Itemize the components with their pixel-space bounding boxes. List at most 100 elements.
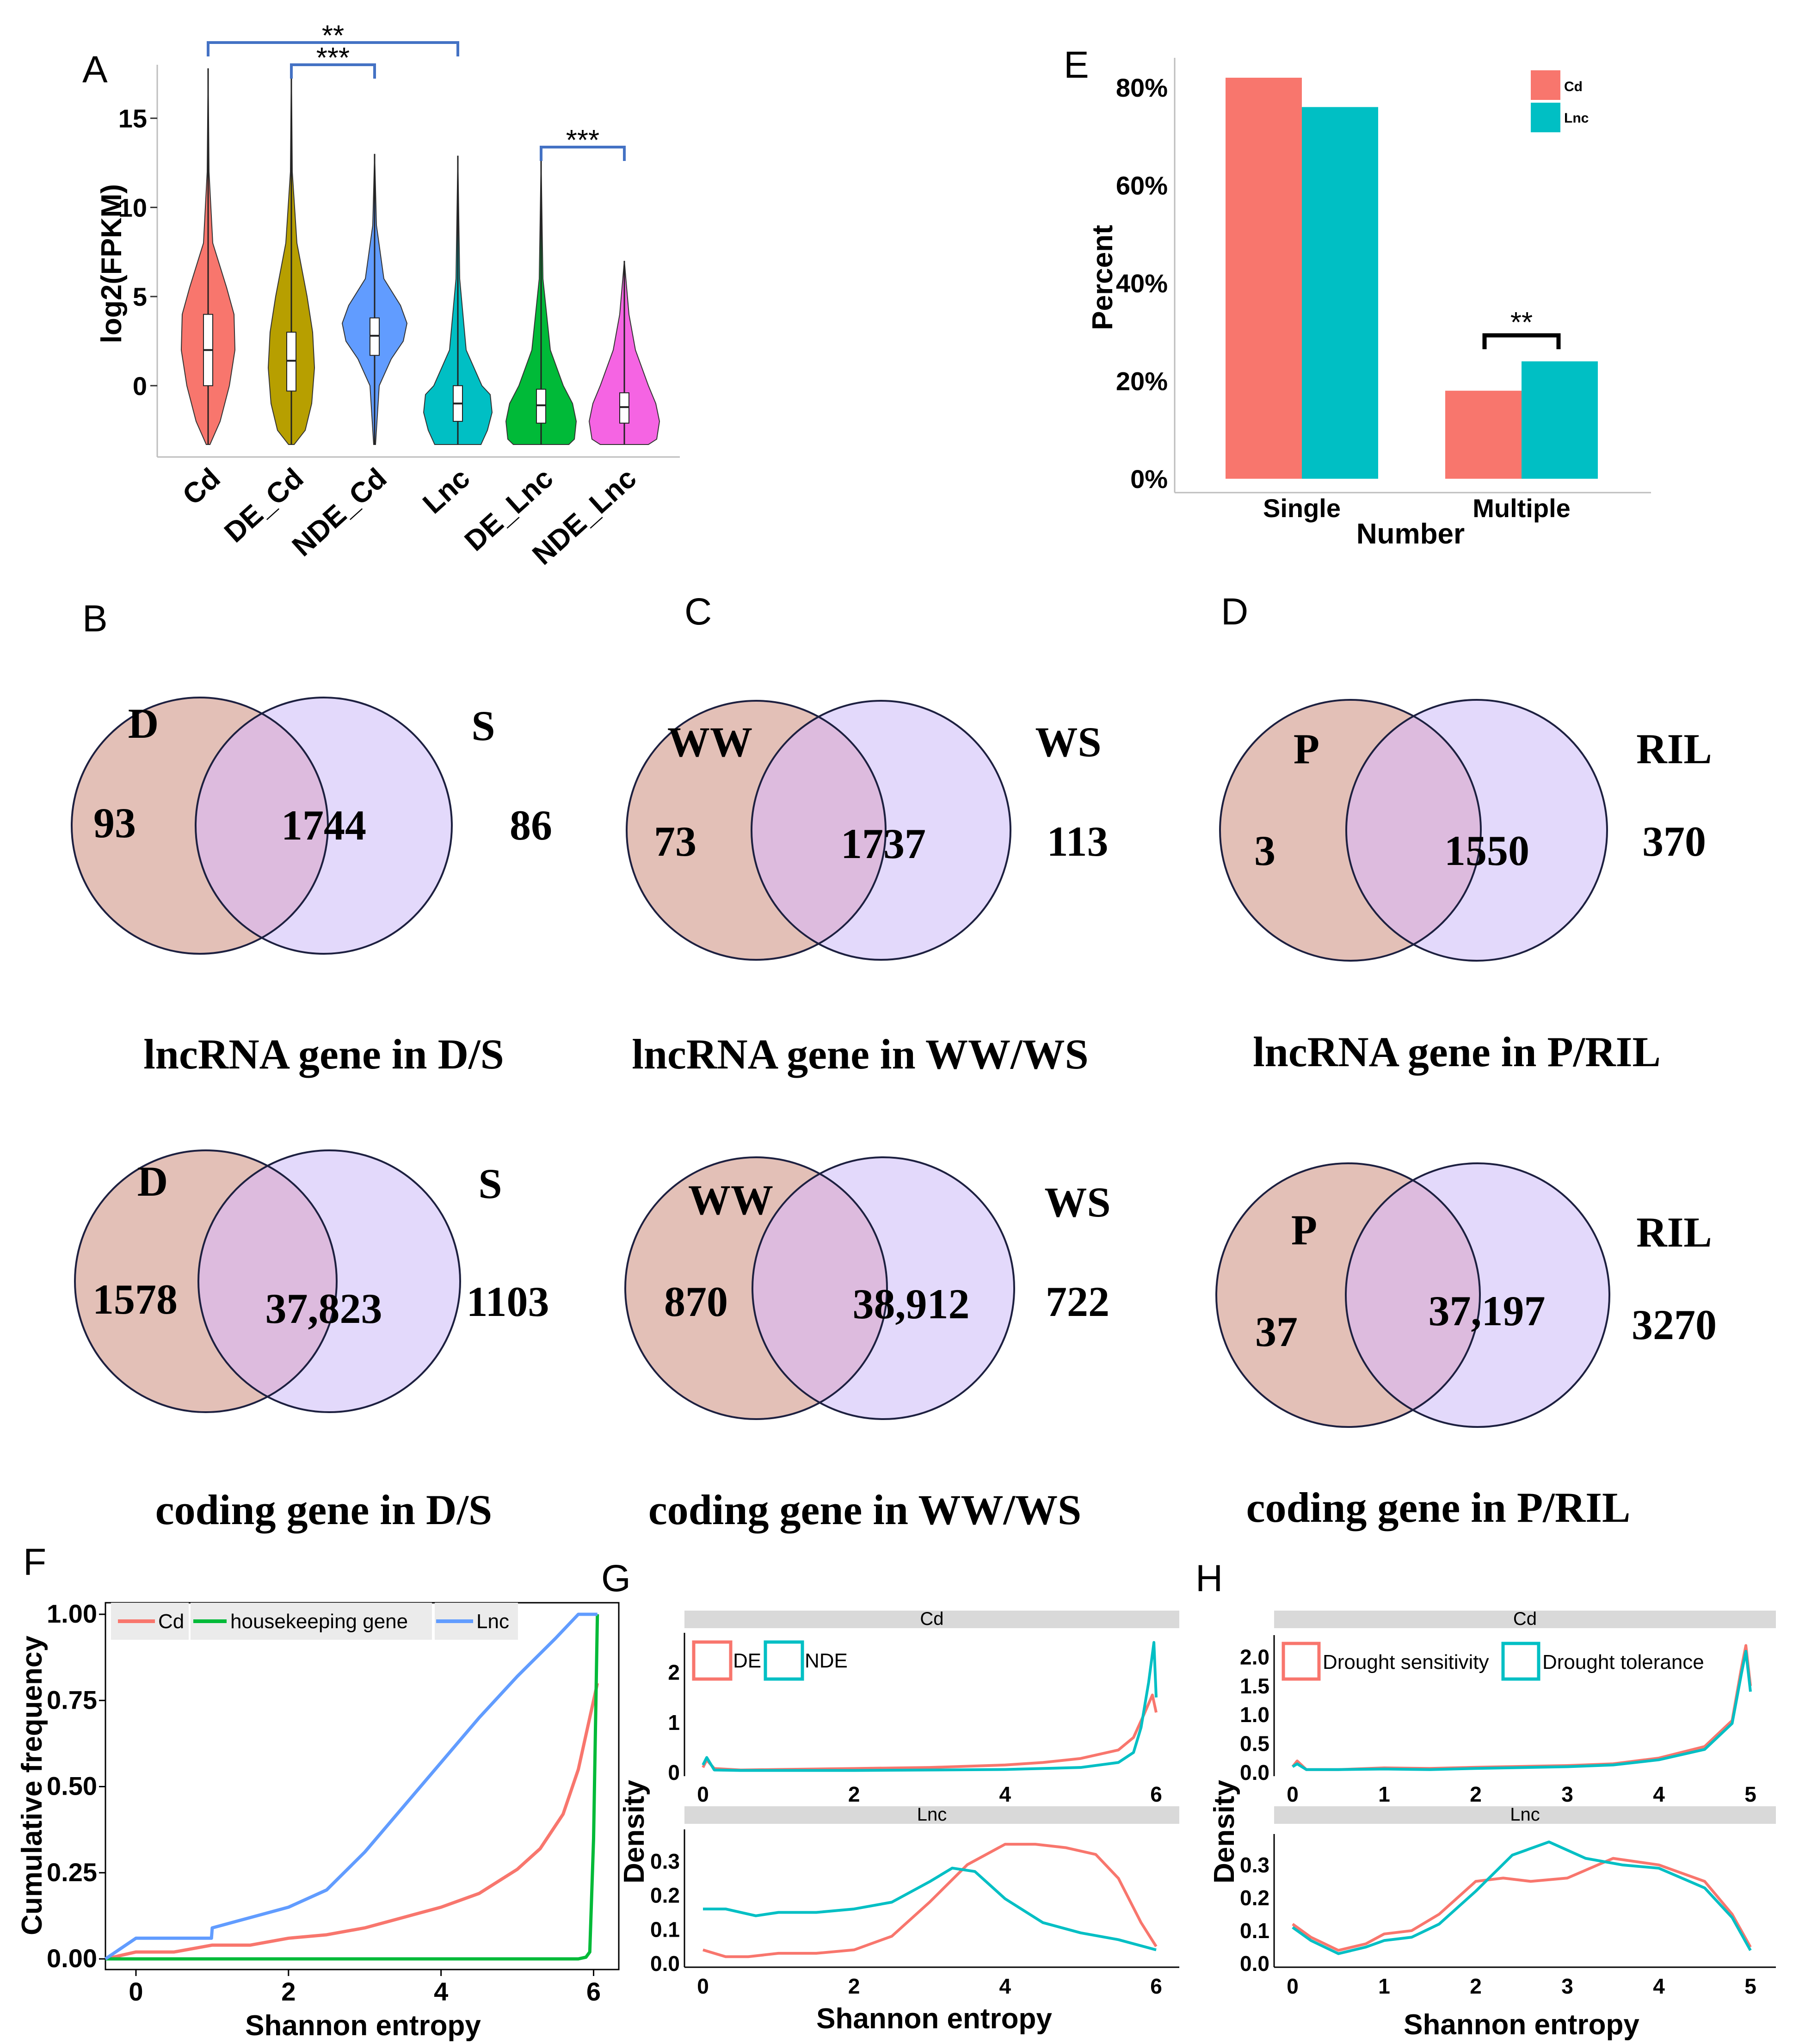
panel-label-c: C (684, 591, 712, 633)
x-tick-label: 2 (281, 1977, 296, 2006)
panel-label-b: B (82, 598, 108, 640)
legend-label-lnc: Lnc (1564, 111, 1589, 126)
venn-right-name: RIL (1636, 725, 1712, 772)
venn-overlap-count: 37,823 (265, 1285, 382, 1332)
x-tick-label: 0 (697, 1974, 709, 1998)
x-axis-title: Shannon entropy (816, 2003, 1052, 2035)
x-tick-label: 3 (1561, 1782, 1573, 1806)
venn-right-name: WS (1035, 718, 1101, 766)
y-tick-label: 0.0 (650, 1951, 680, 1976)
x-tick-label: NDE_Cd (286, 462, 393, 562)
line-lnc (105, 1612, 598, 1960)
venn-title: lncRNA gene in WW/WS (632, 1031, 1088, 1078)
y-tick-label: 2 (668, 1661, 680, 1685)
venn-title: coding gene in P/RIL (1246, 1484, 1631, 1531)
venn-right-outline (1345, 1162, 1610, 1428)
venn-overlap (196, 698, 328, 954)
panel-h-density-chart: H Density Shannon entropy Cd 0.0 0.5 1.0 1.5… (1195, 1557, 1776, 2041)
venn-right-count: 370 (1642, 818, 1706, 865)
y-tick-label: 40% (1116, 269, 1168, 298)
venn-left-name: P (1294, 725, 1319, 772)
y-tick-label: 0.1 (1240, 1919, 1269, 1943)
y-tick-label: 0.5 (1240, 1732, 1269, 1756)
density-line-nde (702, 1641, 1158, 1772)
x-tick-label: 0 (697, 1782, 709, 1806)
x-tick-label: 3 (1561, 1974, 1573, 1998)
density-line-drought-sensitivity (1292, 1857, 1752, 1952)
venn-overlap (752, 701, 886, 960)
significance-bracket (540, 146, 626, 161)
facet-strip-label: Lnc (1510, 1804, 1540, 1825)
venn-overlap (1346, 1163, 1480, 1427)
x-axis-title: Number (1356, 518, 1465, 550)
y-tick-label: 0.3 (1240, 1853, 1269, 1877)
facet-strip-label: Cd (920, 1609, 943, 1629)
panel-label-e: E (1064, 44, 1089, 86)
facet-strip (684, 1611, 1179, 1628)
density-line-de (702, 1843, 1158, 1958)
x-tick-label: Lnc (417, 462, 476, 520)
significance-bracket (290, 63, 376, 79)
y-tick-label: 0.2 (650, 1883, 680, 1908)
significance-label: *** (566, 124, 599, 156)
venn-left-outline (71, 697, 329, 955)
x-tick-label: 6 (586, 1977, 601, 2006)
panel-label-a: A (82, 49, 108, 91)
legend: Drought sensitivity Drought tolerance (1282, 1642, 1704, 1681)
legend-key-de (692, 1640, 733, 1681)
venn-left-count: 93 (93, 799, 136, 846)
venn-left-name: P (1291, 1206, 1317, 1254)
y-tick-label: 20% (1116, 367, 1168, 396)
venn-left-name: WW (688, 1176, 773, 1223)
venn-right-count: 86 (510, 802, 552, 849)
venn-right-outline (195, 697, 453, 955)
venn-title: coding gene in WW/WS (648, 1486, 1081, 1533)
x-tick-label: 6 (1150, 1782, 1162, 1806)
legend-key-cd (1531, 70, 1560, 100)
x-tick-label: 2 (1470, 1782, 1482, 1806)
venn-right-name: S (471, 702, 495, 749)
significance-bracket (207, 41, 459, 56)
panel-label-d: D (1221, 591, 1248, 633)
x-tick-label: Cd (177, 462, 227, 512)
density-line-drought-tolerance (1292, 1649, 1752, 1771)
venn-title: lncRNA gene in D/S (143, 1031, 504, 1078)
x-tick-label: 4 (999, 1974, 1011, 1998)
facet-cd: Cd 0.0 0.5 1.0 1.5 2.0 0 1 2 3 4 5 (1240, 1609, 1776, 1806)
venn-overlap-count: 1744 (281, 802, 366, 849)
line-cd (105, 1683, 599, 1961)
venn-right-name: WS (1044, 1179, 1110, 1226)
y-tick-label: 1.00 (47, 1599, 97, 1628)
legend-key-tolerance (1501, 1642, 1540, 1681)
venn-left-count: 37 (1255, 1308, 1298, 1355)
facet-strip (684, 1806, 1179, 1824)
legend-label-tolerance: Drought tolerance (1542, 1651, 1704, 1673)
panel-label-f: F (23, 1541, 46, 1583)
venn-d-lncrna: P RIL 3 1550 370 lncRNA gene in P/RIL (1219, 699, 1712, 1075)
y-tick-label: 0.50 (47, 1772, 97, 1801)
venn-c-lncrna: WW WS 73 1737 113 lncRNA gene in WW/WS (626, 700, 1108, 1078)
x-axis-title: Shannon entropy (1404, 2009, 1639, 2041)
bar-cd-single (1226, 78, 1302, 479)
venn-overlap-count: 38,912 (853, 1280, 970, 1328)
y-tick-label: 0.0 (1240, 1760, 1269, 1785)
significance-label: *** (316, 42, 350, 74)
facet-lnc: Lnc 0.0 0.1 0.2 0.3 0 1 2 3 4 5 (1240, 1804, 1776, 1998)
y-tick-label: 0.1 (650, 1917, 680, 1941)
x-tick-label: 2 (848, 1782, 860, 1806)
venn-left-name: WW (667, 718, 752, 766)
venn-overlap-count: 37,197 (1429, 1287, 1546, 1334)
venn-left-count: 870 (664, 1278, 728, 1325)
y-tick-label: 0.3 (650, 1849, 680, 1873)
y-tick-label: 0% (1130, 464, 1168, 494)
venn-left-count: 3 (1254, 827, 1275, 874)
venn-overlap (752, 1157, 887, 1419)
venn-overlap (1346, 700, 1481, 961)
y-axis-title: Cumulative frequency (16, 1636, 48, 1935)
x-tick-label: 6 (1150, 1974, 1162, 1998)
y-tick-label: 0.25 (47, 1858, 97, 1887)
significance-label: ** (1510, 307, 1533, 339)
y-tick-label: 80% (1116, 73, 1168, 102)
